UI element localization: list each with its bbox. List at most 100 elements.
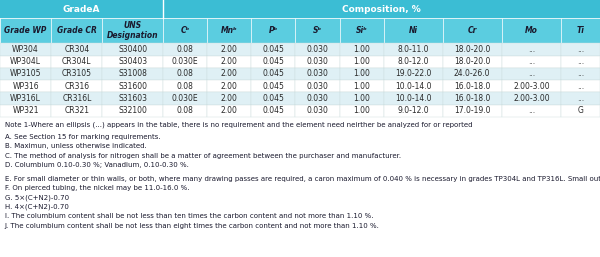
FancyBboxPatch shape <box>207 92 251 105</box>
FancyBboxPatch shape <box>383 56 443 68</box>
FancyBboxPatch shape <box>443 18 502 43</box>
FancyBboxPatch shape <box>383 92 443 105</box>
Text: 0.08: 0.08 <box>176 82 193 91</box>
FancyBboxPatch shape <box>207 80 251 92</box>
FancyBboxPatch shape <box>103 105 163 117</box>
FancyBboxPatch shape <box>295 80 340 92</box>
Text: G: G <box>577 106 583 115</box>
FancyBboxPatch shape <box>443 43 502 56</box>
Text: CR304L: CR304L <box>62 57 92 66</box>
Text: Ni: Ni <box>409 26 418 35</box>
FancyBboxPatch shape <box>561 105 600 117</box>
FancyBboxPatch shape <box>163 80 207 92</box>
FancyBboxPatch shape <box>0 43 51 56</box>
FancyBboxPatch shape <box>561 80 600 92</box>
Text: 0.08: 0.08 <box>176 106 193 115</box>
Text: Composition, %: Composition, % <box>342 5 421 14</box>
Text: G. 5×(C+N2)-0.70: G. 5×(C+N2)-0.70 <box>5 194 69 201</box>
FancyBboxPatch shape <box>163 92 207 105</box>
Text: S31603: S31603 <box>118 94 147 103</box>
FancyBboxPatch shape <box>163 0 600 18</box>
Text: 10.0-14.0: 10.0-14.0 <box>395 94 431 103</box>
Text: I. The columbium content shall be not less than ten times the carbon content and: I. The columbium content shall be not le… <box>5 213 373 219</box>
Text: CR3105: CR3105 <box>62 69 92 78</box>
FancyBboxPatch shape <box>340 92 383 105</box>
FancyBboxPatch shape <box>103 43 163 56</box>
Text: C. The method of analysis for nitrogen shall be a matter of agreement between th: C. The method of analysis for nitrogen s… <box>5 153 401 159</box>
Text: 1.00: 1.00 <box>353 57 370 66</box>
FancyBboxPatch shape <box>502 43 561 56</box>
Text: 16.0-18.0: 16.0-18.0 <box>454 94 490 103</box>
FancyBboxPatch shape <box>251 68 295 80</box>
FancyBboxPatch shape <box>340 105 383 117</box>
Text: 1.00: 1.00 <box>353 69 370 78</box>
FancyBboxPatch shape <box>502 68 561 80</box>
Text: 0.030: 0.030 <box>307 57 328 66</box>
FancyBboxPatch shape <box>443 92 502 105</box>
Text: CR304: CR304 <box>64 45 89 54</box>
Text: 19.0-22.0: 19.0-22.0 <box>395 69 431 78</box>
FancyBboxPatch shape <box>51 18 103 43</box>
Text: E. For small diameter or thin walls, or both, where many drawing passes are requ: E. For small diameter or thin walls, or … <box>5 175 600 182</box>
FancyBboxPatch shape <box>251 18 295 43</box>
Text: 10.0-14.0: 10.0-14.0 <box>395 82 431 91</box>
Text: A. See Section 15 for marking requirements.: A. See Section 15 for marking requiremen… <box>5 134 160 140</box>
Text: 0.030: 0.030 <box>307 45 328 54</box>
Text: GradeA: GradeA <box>63 5 100 14</box>
FancyBboxPatch shape <box>0 18 51 43</box>
Text: CR321: CR321 <box>64 106 89 115</box>
FancyBboxPatch shape <box>163 68 207 80</box>
FancyBboxPatch shape <box>0 68 51 80</box>
FancyBboxPatch shape <box>207 43 251 56</box>
Text: CR316: CR316 <box>64 82 89 91</box>
Text: S30403: S30403 <box>118 57 148 66</box>
Text: 2.00: 2.00 <box>221 82 238 91</box>
Text: 1.00: 1.00 <box>353 82 370 91</box>
Text: 0.045: 0.045 <box>262 94 284 103</box>
Text: Cᵇ: Cᵇ <box>181 26 190 35</box>
FancyBboxPatch shape <box>251 43 295 56</box>
FancyBboxPatch shape <box>383 80 443 92</box>
Text: Cr: Cr <box>467 26 477 35</box>
FancyBboxPatch shape <box>51 92 103 105</box>
FancyBboxPatch shape <box>340 80 383 92</box>
Text: J. The columbium content shall be not less than eight times the carbon content a: J. The columbium content shall be not le… <box>5 223 380 229</box>
Text: WP316L: WP316L <box>10 94 41 103</box>
Text: ...: ... <box>528 57 535 66</box>
Text: 2.00-3.00: 2.00-3.00 <box>513 82 550 91</box>
Text: Grade WP: Grade WP <box>4 26 47 35</box>
FancyBboxPatch shape <box>207 68 251 80</box>
FancyBboxPatch shape <box>207 56 251 68</box>
FancyBboxPatch shape <box>502 80 561 92</box>
Text: 0.045: 0.045 <box>262 57 284 66</box>
Text: 18.0-20.0: 18.0-20.0 <box>454 45 490 54</box>
FancyBboxPatch shape <box>51 43 103 56</box>
FancyBboxPatch shape <box>561 18 600 43</box>
Text: 0.030: 0.030 <box>307 69 328 78</box>
FancyBboxPatch shape <box>340 68 383 80</box>
FancyBboxPatch shape <box>502 56 561 68</box>
Text: ...: ... <box>528 106 535 115</box>
Text: 8.0-11.0: 8.0-11.0 <box>397 45 429 54</box>
Text: ...: ... <box>577 94 584 103</box>
Text: 0.030: 0.030 <box>307 94 328 103</box>
FancyBboxPatch shape <box>383 105 443 117</box>
Text: 0.08: 0.08 <box>176 69 193 78</box>
Text: 18.0-20.0: 18.0-20.0 <box>454 57 490 66</box>
FancyBboxPatch shape <box>103 56 163 68</box>
Text: 1.00: 1.00 <box>353 45 370 54</box>
Text: ...: ... <box>528 45 535 54</box>
FancyBboxPatch shape <box>0 105 51 117</box>
FancyBboxPatch shape <box>103 80 163 92</box>
FancyBboxPatch shape <box>0 92 51 105</box>
Text: F. On pierced tubing, the nickel may be 11.0-16.0 %.: F. On pierced tubing, the nickel may be … <box>5 185 190 191</box>
FancyBboxPatch shape <box>295 18 340 43</box>
FancyBboxPatch shape <box>251 92 295 105</box>
FancyBboxPatch shape <box>383 68 443 80</box>
Text: ...: ... <box>577 57 584 66</box>
FancyBboxPatch shape <box>561 68 600 80</box>
Text: D. Columbium 0.10-0.30 %; Vanadium, 0.10-0.30 %.: D. Columbium 0.10-0.30 %; Vanadium, 0.10… <box>5 162 188 168</box>
FancyBboxPatch shape <box>383 43 443 56</box>
Text: S32100: S32100 <box>118 106 147 115</box>
FancyBboxPatch shape <box>51 68 103 80</box>
